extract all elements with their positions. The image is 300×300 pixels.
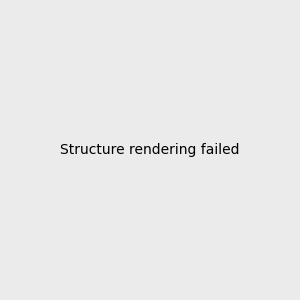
Text: Structure rendering failed: Structure rendering failed [60, 143, 240, 157]
